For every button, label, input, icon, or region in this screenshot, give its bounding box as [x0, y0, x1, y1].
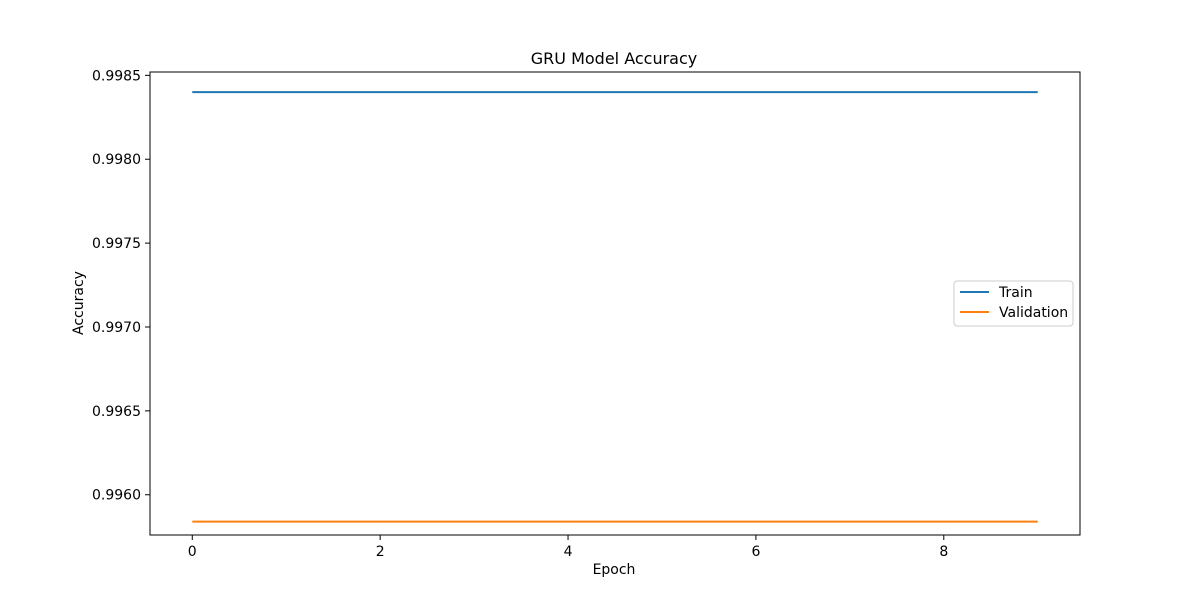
- legend-label-validation: Validation: [999, 305, 1068, 321]
- axes-frame: [149, 71, 1081, 536]
- plot-area: 0 2 4 6 8 0.9960 0.9965 0.9970 0.9975 0.9980 0.998…: [92, 68, 1081, 560]
- x-tick-label: 0: [188, 544, 197, 560]
- y-tick-label: 0.9960: [92, 488, 141, 504]
- legend-label-train: Train: [998, 285, 1033, 301]
- x-axis-label: Epoch: [593, 562, 636, 578]
- x-tick-label: 2: [376, 544, 385, 560]
- y-tick-label: 0.9965: [92, 404, 141, 420]
- y-tick-label: 0.9975: [92, 236, 141, 252]
- y-tick-label: 0.9985: [92, 68, 141, 84]
- chart-title: GRU Model Accuracy: [531, 49, 697, 68]
- y-axis-label: Accuracy: [71, 271, 87, 335]
- legend: Train Validation: [953, 280, 1074, 327]
- x-tick-label: 8: [939, 544, 948, 560]
- x-tick-label: 6: [751, 544, 760, 560]
- y-tick-label: 0.9970: [92, 320, 141, 336]
- x-tick-label: 4: [564, 544, 573, 560]
- y-tick-label: 0.9980: [92, 152, 141, 168]
